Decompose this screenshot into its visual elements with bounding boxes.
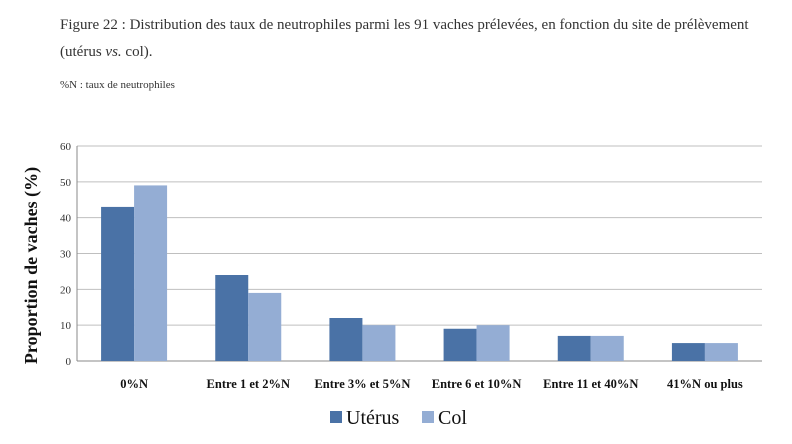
- y-axis-label: Proportion de vaches (%): [21, 167, 42, 364]
- bar-utrus-2: [329, 318, 363, 361]
- x-tick-label: Entre 6 et 10%N: [432, 377, 522, 391]
- x-tick-label: 0%N: [120, 377, 148, 391]
- legend-swatch: [330, 411, 342, 423]
- legend-swatch: [422, 411, 434, 423]
- legend-label: Utérus: [346, 407, 400, 429]
- y-tick-label: 0: [66, 356, 72, 368]
- bar-utrus-3: [443, 328, 477, 361]
- x-tick-label: Entre 11 et 40%N: [543, 377, 638, 391]
- bar-col-0: [134, 185, 168, 361]
- legend-label: Col: [438, 407, 467, 429]
- bar-col-5: [704, 343, 738, 361]
- caption-text: Figure 22 : Distribution des taux de neu…: [60, 17, 749, 60]
- figure-note: %N : taux de neutrophiles: [60, 79, 175, 91]
- caption-vs: vs.: [105, 44, 122, 60]
- bar-col-2: [362, 325, 396, 361]
- y-tick-label: 30: [60, 249, 72, 261]
- bar-col-1: [248, 292, 282, 361]
- bar-utrus-1: [215, 275, 249, 361]
- y-tick-label: 60: [60, 141, 72, 153]
- bar-utrus-4: [557, 335, 591, 361]
- x-tick-label: Entre 3% et 5%N: [314, 377, 410, 391]
- figure-caption: Figure 22 : Distribution des taux de neu…: [60, 12, 760, 66]
- bar-col-3: [476, 325, 510, 361]
- y-tick-label: 20: [60, 284, 72, 296]
- bar-utrus-5: [671, 343, 705, 361]
- x-tick-label: Entre 1 et 2%N: [207, 377, 290, 391]
- x-tick-label: 41%N ou plus: [667, 377, 743, 391]
- y-tick-label: 50: [60, 177, 72, 189]
- bar-col-4: [590, 335, 624, 361]
- caption-suffix: col).: [121, 44, 153, 60]
- y-tick-label: 40: [60, 213, 72, 225]
- bar-utrus-0: [101, 206, 135, 361]
- y-tick-label: 10: [60, 320, 72, 332]
